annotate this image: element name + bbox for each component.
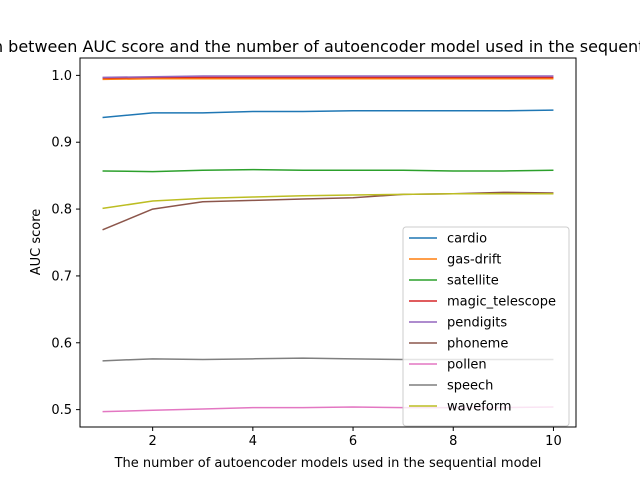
x-tick-label: 6 xyxy=(349,434,357,449)
legend-label-gas-drift: gas-drift xyxy=(447,253,501,268)
x-tick-label: 2 xyxy=(149,434,157,449)
y-axis: 0.5 0.6 0.7 0.8 0.9 1.0 xyxy=(51,69,80,418)
series-layer xyxy=(102,75,554,413)
series-line-gas-drift xyxy=(102,77,554,81)
x-tick-label: 8 xyxy=(449,434,457,449)
legend-label-phoneme: phoneme xyxy=(447,337,508,352)
x-axis-label: The number of autoencoder models used in… xyxy=(114,456,542,471)
x-axis: 2 4 6 8 10 xyxy=(149,427,562,449)
y-tick-label: 0.8 xyxy=(51,203,72,218)
series-line-satellite xyxy=(102,168,554,173)
plot-frame xyxy=(79,57,577,428)
series-line-waveform xyxy=(102,192,554,210)
y-tick-label: 0.6 xyxy=(51,336,72,351)
series-line-magic_telescope xyxy=(102,76,554,79)
legend-label-waveform: waveform xyxy=(447,400,512,415)
legend-label-cardio: cardio xyxy=(447,232,487,247)
y-tick-label: 0.7 xyxy=(51,269,72,284)
chart-title: Relation between AUC score and the numbe… xyxy=(0,37,640,56)
series-line-pendigits xyxy=(102,75,554,79)
series-line-phoneme xyxy=(102,191,554,231)
y-axis-label: AUC score xyxy=(29,209,44,276)
legend-label-pollen: pollen xyxy=(447,358,487,373)
y-tick-label: 0.5 xyxy=(51,403,72,418)
legend-label-speech: speech xyxy=(447,379,493,394)
legend-label-satellite: satellite xyxy=(447,274,499,289)
y-tick-label: 0.9 xyxy=(51,136,72,151)
x-tick-label: 10 xyxy=(545,434,562,449)
x-tick-label: 4 xyxy=(249,434,257,449)
legend: cardio gas-drift satellite magic_telescopep… xyxy=(402,226,570,427)
y-tick-label: 1.0 xyxy=(51,69,72,84)
legend-box xyxy=(402,226,570,427)
legend-label-magic_telescope: magic_telescope xyxy=(447,295,556,310)
legend-label-pendigits: pendigits xyxy=(447,316,507,331)
series-line-cardio xyxy=(102,109,554,119)
